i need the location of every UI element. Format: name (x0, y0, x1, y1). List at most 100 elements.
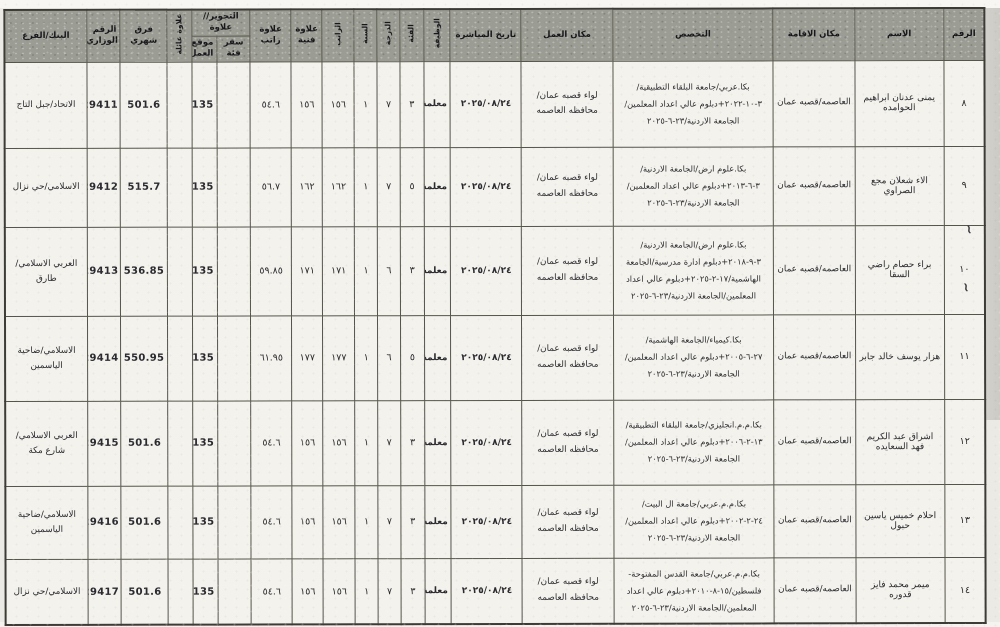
cell-number: ١٢ (944, 399, 986, 485)
header-number: الرقم (943, 7, 985, 61)
cell-monthly-difference: 515.7 (120, 148, 168, 228)
cell-number: ١٤ (944, 557, 986, 624)
cell-salary: ١٧٧ (322, 315, 355, 401)
cell-ministry-number: 229412 (87, 148, 121, 228)
cell-year: ١ (354, 558, 379, 625)
header-salary: الراتب (322, 9, 354, 62)
cell-specialization: بكا.م.م.عربي/جامعة ال البيت/٢٤-٢-٢٠٠٢+دب… (613, 484, 775, 559)
cell-category: ٥ (399, 147, 425, 227)
cell-degree: ٧ (378, 485, 401, 559)
cell-start-date: ٢٠٢٥/٠٨/٢٤ (451, 485, 523, 559)
table-row: ١١ هزار يوسف خالد جابر العاصمه/قصبه عمان… (4, 314, 986, 402)
header-job-label: الوظيفة (431, 18, 442, 49)
cell-year: ١ (354, 147, 378, 227)
cell-salary: ١٦٢ (322, 147, 355, 227)
cell-salary: ١٥٦ (322, 61, 355, 148)
cell-name: الاء شعلان مجع الصراوي (854, 146, 945, 226)
header-degree-label: الدرجة (383, 21, 393, 46)
cell-job: معلمة (424, 226, 451, 316)
header-monthly-difference: فرق شهري (120, 9, 168, 63)
cell-ministry-number: 229416 (87, 486, 122, 560)
cell-tech-allowance: ١٥٦ (291, 485, 324, 559)
cell-fare-category (217, 226, 251, 316)
cell-bank-branch: الاتحاد/جبل التاج (4, 62, 88, 149)
cell-workplace: لواء قصبه عمان/محافظه العاصمه (521, 147, 614, 227)
cell-residence: العاصمه/قصبه عمان (773, 60, 855, 147)
cell-tech-allowance: ١٥٦ (292, 558, 324, 625)
header-residence: مكان الاقامة (773, 8, 855, 61)
cell-year: ١ (354, 485, 379, 559)
cell-degree: ٧ (377, 61, 400, 148)
cell-year: ١ (354, 400, 379, 486)
cell-workplace: لواء قصبه عمان/محافظه العاصمه (521, 315, 614, 401)
cell-year: ١ (353, 61, 378, 148)
cell-number: ١٠ (944, 225, 985, 315)
header-job: الوظيفة (423, 9, 451, 62)
header-salary-allowance: علاوة راتب (250, 9, 291, 62)
cell-monthly-difference: 501.6 (121, 559, 169, 626)
cell-salary: ١٥٦ (323, 400, 355, 486)
cell-start-date: ٢٠٢٥/٠٨/٢٤ (451, 400, 523, 486)
cell-specialization: بكا.علوم ارض/الجامعة الاردنية/٣-٩-٢٠١٨+د… (613, 225, 774, 316)
cell-salary-allowance: ٥٤.٦ (251, 485, 293, 559)
cell-family-allowance (167, 62, 192, 149)
table-row: ٩ الاء شعلان مجع الصراوي العاصمه/قصبه عم… (4, 146, 985, 228)
cell-salary-allowance: ٥٤.٦ (251, 400, 292, 486)
header-specialization: التخصص (612, 8, 774, 62)
cell-ministry-number: 229411 (86, 62, 121, 149)
header-work-site: موقع العمل (191, 36, 217, 63)
cell-salary-allowance: ٥٩.٨٥ (250, 226, 292, 316)
cell-specialization: بكا.عربي/جامعة البلقاء التطبيقية/٣-١٠-٢٠… (612, 60, 774, 148)
cell-job: معلمة (424, 400, 452, 486)
cell-category: ٣ (400, 400, 425, 486)
cell-bank-branch: الاسلامي/حي نزال (5, 559, 89, 626)
cell-category: ٣ (399, 61, 425, 148)
cell-name: يمنى عدنان ابراهيم الحوامده (854, 60, 945, 147)
cell-family-allowance (168, 559, 193, 626)
table-body: ٨ يمنى عدنان ابراهيم الحوامده العاصمه/قص… (4, 60, 986, 626)
cell-family-allowance (167, 401, 193, 487)
cell-degree: ٧ (377, 400, 401, 486)
header-tech-allowance: علاوة فنية (290, 9, 323, 62)
cell-workplace: لواء قصبه عمان/محافظه العاصمه (522, 558, 614, 625)
cell-work-site: 135 (192, 400, 218, 487)
header-category-label: الفئة (406, 24, 416, 43)
cell-specialization: بكا.كيمياء/الجامعة الهاشمية/٢٧-٦-٢٠٠٥+دب… (613, 314, 774, 401)
cell-name: احلام خميس ياسين حبول (855, 484, 945, 558)
cell-fare-category (216, 61, 251, 148)
cell-job: معلمة (424, 558, 452, 625)
cell-workplace: لواء قصبه عمان/محافظه العاصمه (521, 61, 613, 148)
cell-salary: ١٧١ (322, 226, 355, 316)
header-workplace: مكان العمل (521, 8, 613, 62)
cell-name: اشراق عبد الكريم فهد السعايده (855, 399, 945, 485)
cell-residence: العاصمه/قصبه عمان (774, 484, 856, 558)
teachers-appointments-table: الرقم الاسم مكان الاقامة التخصص مكان الع… (3, 6, 987, 627)
cell-category: ٣ (399, 226, 425, 316)
cell-number: ٩ (944, 146, 985, 226)
header-year: السنة (353, 9, 378, 62)
header-bank-branch: البنك/الفرع (4, 9, 87, 63)
header-year-label: السنة (360, 23, 370, 44)
header-category: الفئة (399, 9, 424, 62)
table-row: ١٠ براء حصام راضي السقا العاصمه/قصبه عما… (4, 225, 985, 317)
cell-family-allowance (168, 486, 193, 560)
cell-bank-branch: العربي الاسلامي/شارع مكة (5, 401, 88, 487)
cell-ministry-number: 229413 (87, 227, 121, 317)
table-row: ١٣ احلام خميس ياسين حبول العاصمه/قصبه عم… (5, 484, 986, 560)
cell-monthly-difference: 536.85 (120, 227, 168, 317)
cell-year: ١ (354, 226, 378, 316)
cell-year: ١ (354, 315, 378, 401)
cell-job: معلمة (424, 315, 452, 401)
cell-work-site: 135 (191, 147, 218, 228)
header-allowance-group: التجوير//علاوة (191, 9, 251, 37)
cell-category: ٣ (400, 485, 425, 559)
cell-category: ٣ (400, 558, 426, 625)
cell-monthly-difference: 501.6 (121, 401, 169, 487)
cell-bank-branch: الاسلامي/حي نزال (4, 148, 88, 228)
cell-tech-allowance: ١٥٦ (291, 400, 324, 486)
cell-degree: ٧ (378, 558, 401, 625)
cell-name: براء حصام راضي السقا (854, 225, 945, 315)
cell-tech-allowance: ١٥٦ (290, 61, 323, 148)
cell-ministry-number: 229414 (87, 316, 122, 402)
